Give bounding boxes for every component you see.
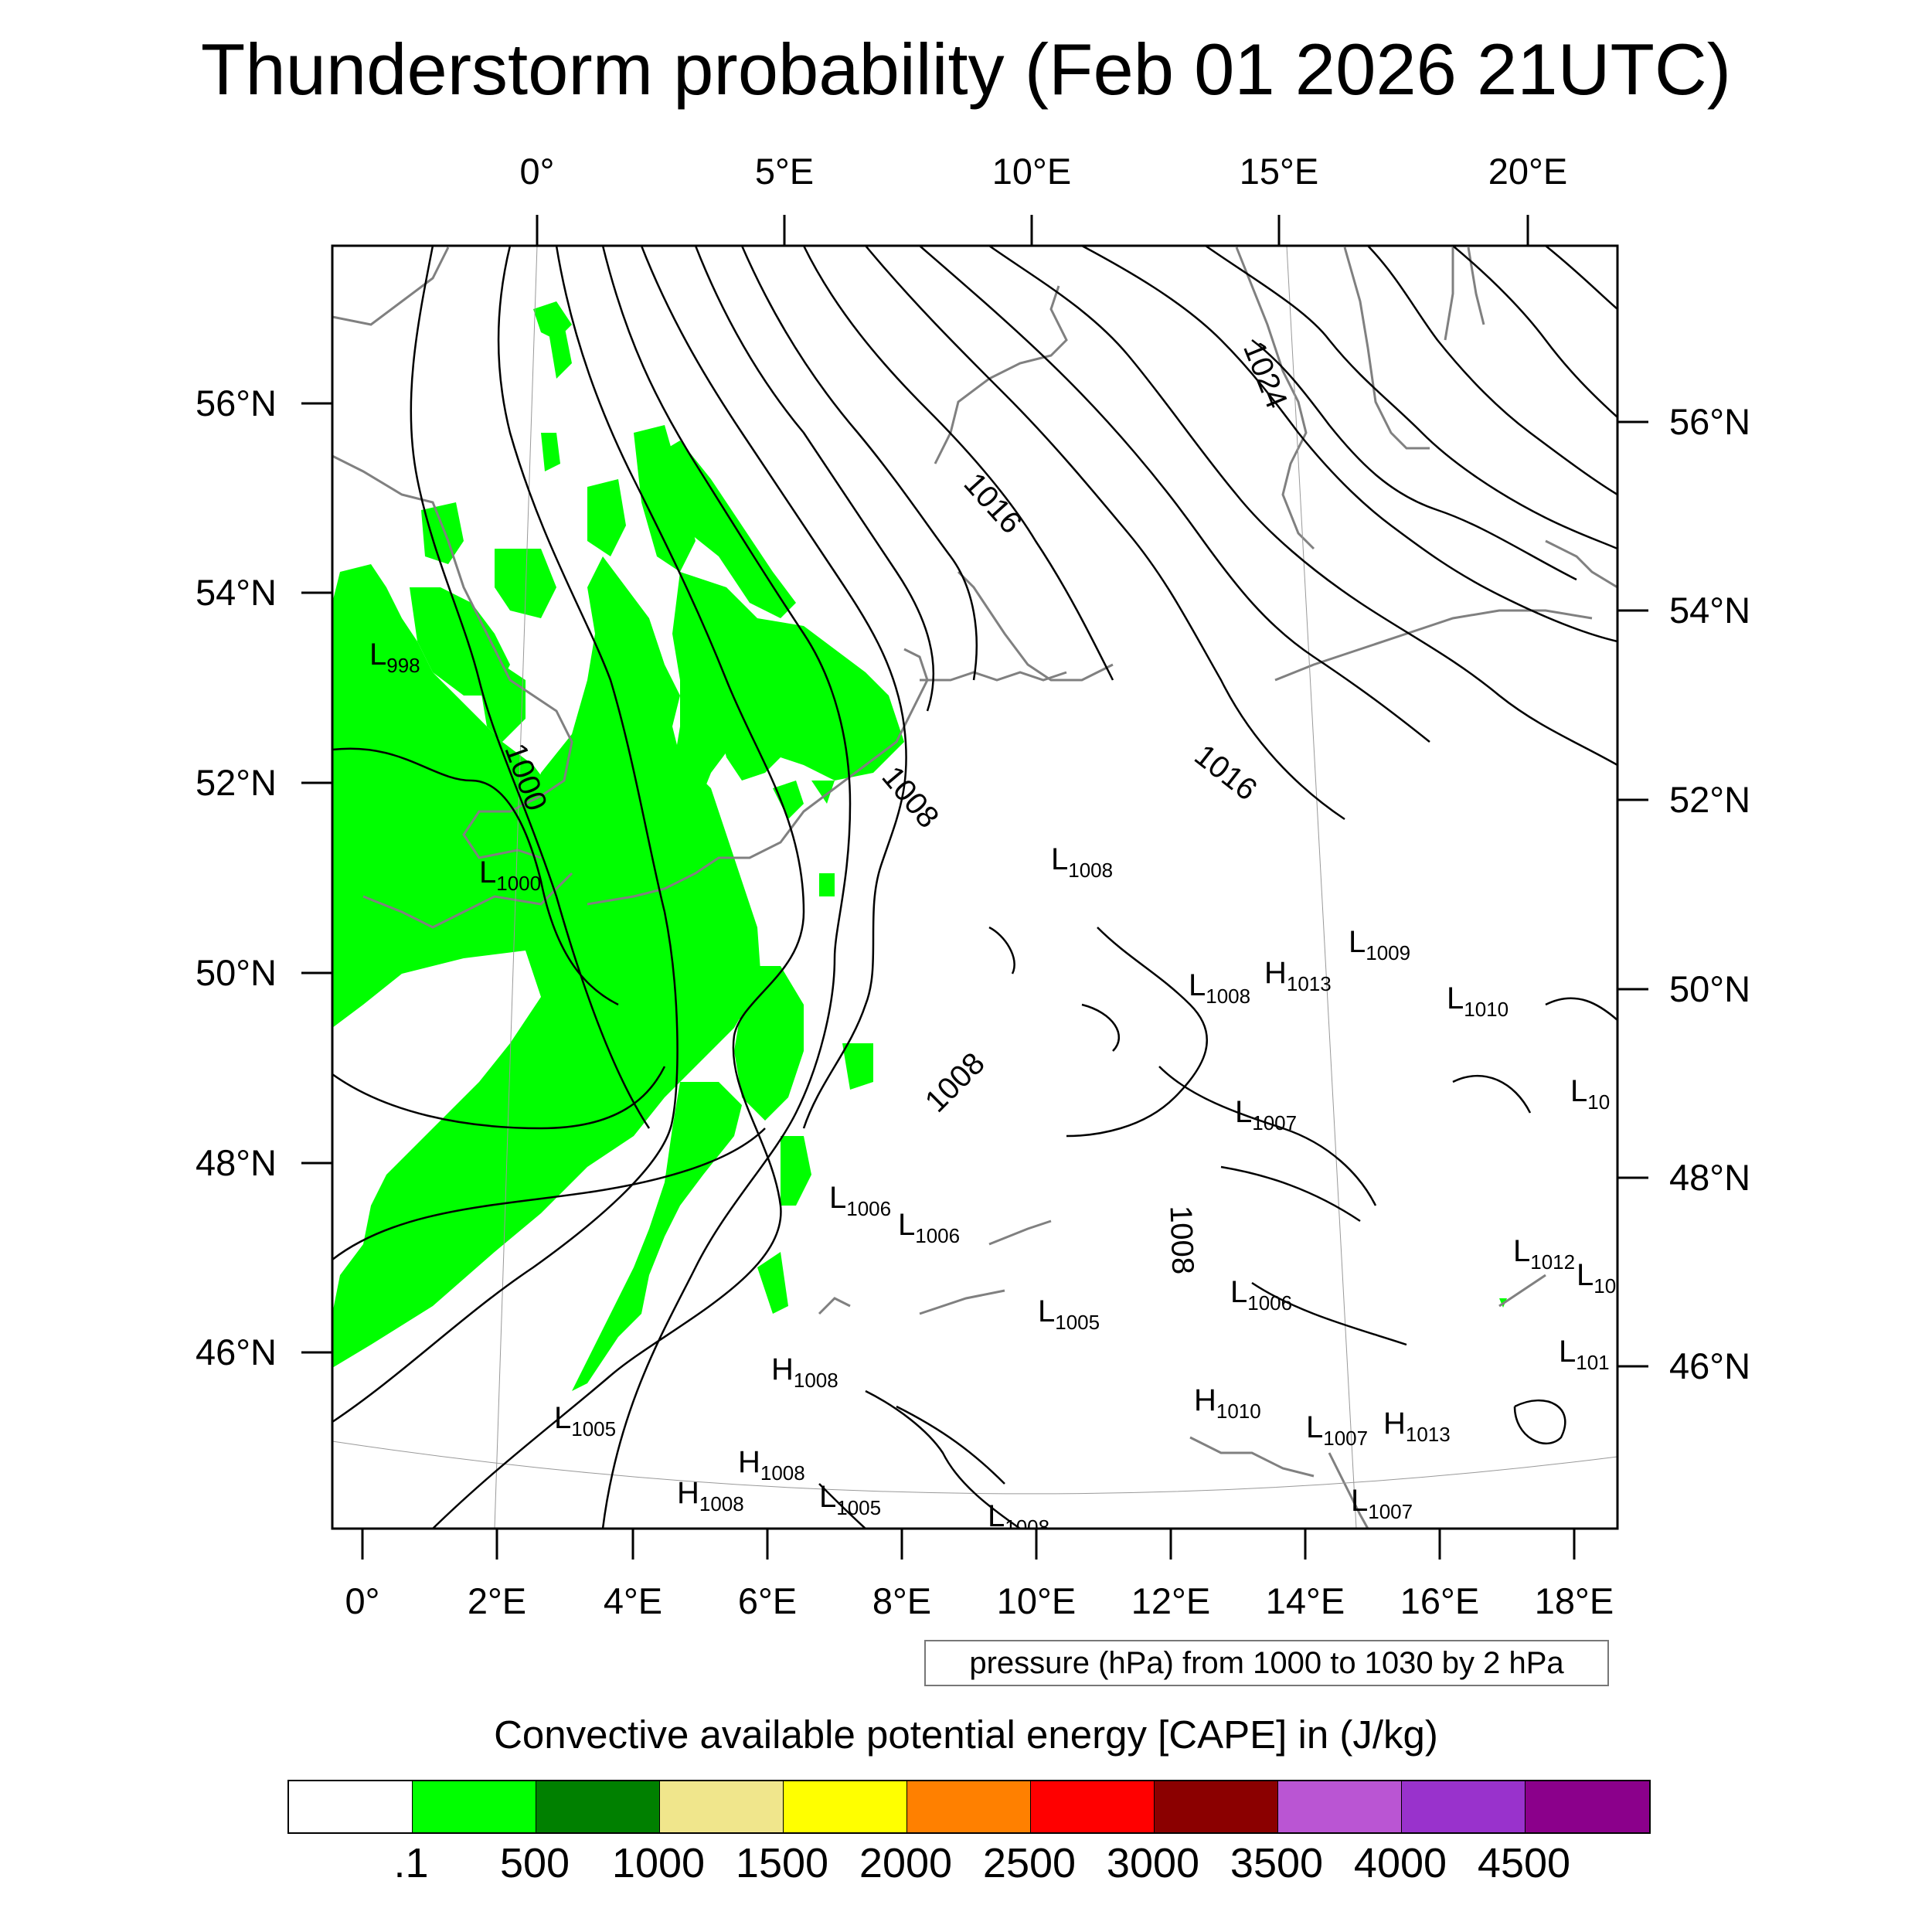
left-axis-label: 50°N	[196, 952, 277, 993]
bottom-axis-label: 4°E	[604, 1580, 662, 1621]
left-axis-label: 46°N	[196, 1332, 277, 1372]
left-axis-label: 48°N	[196, 1142, 277, 1183]
pressure-center: L10	[1570, 1074, 1610, 1114]
pressure-center: L1006	[1230, 1275, 1292, 1315]
bottom-axis-label: 16°E	[1400, 1580, 1479, 1621]
legend-swatch	[1031, 1781, 1155, 1832]
legend-swatch	[1278, 1781, 1402, 1832]
top-axis-label: 0°	[520, 151, 555, 192]
legend-swatch	[907, 1781, 1031, 1832]
pressure-center: L1006	[898, 1208, 960, 1247]
legend-label: 4500	[1477, 1840, 1571, 1886]
legend-label: 1500	[735, 1840, 829, 1886]
legend-label: 1000	[611, 1840, 706, 1886]
right-axis-label: 46°N	[1669, 1345, 1750, 1386]
right-axis-label: 50°N	[1669, 968, 1750, 1009]
right-axis-label: 52°N	[1669, 779, 1750, 820]
legend-swatch	[1155, 1781, 1278, 1832]
bottom-axis: 0° 2°E 4°E 6°E 8°E 10°E 12°E 14°E 16°E 1…	[345, 1580, 1614, 1621]
right-axis: 56°N 54°N 52°N 50°N 48°N 46°N	[1669, 401, 1750, 1386]
pressure-centers: L998 L1000 L1008 L1009 H1013 L1008 L1010…	[369, 638, 1628, 1539]
tick-marks	[301, 215, 1648, 1560]
bottom-axis-label: 10°E	[997, 1580, 1076, 1621]
top-axis-label: 20°E	[1488, 151, 1567, 192]
legend-label: 500	[499, 1840, 570, 1886]
pressure-center: H1010	[1194, 1383, 1261, 1423]
pressure-center: H1013	[1383, 1406, 1451, 1446]
cape-colorbar	[287, 1780, 1651, 1834]
legend-title: Convective available potential energy [C…	[494, 1713, 1438, 1757]
legend-label: .1	[393, 1840, 429, 1886]
legend-swatch	[413, 1781, 536, 1832]
page-title: Thunderstorm probability (Feb 01 2026 21…	[200, 29, 1732, 110]
pressure-center: L1008	[1189, 968, 1250, 1008]
pressure-center: L1008	[1051, 842, 1113, 882]
legend-swatch	[1402, 1781, 1526, 1832]
pressure-center: L1006	[829, 1181, 891, 1220]
pressure-center: L1007	[1306, 1410, 1368, 1450]
legend-swatch	[1526, 1781, 1649, 1832]
left-axis-label: 52°N	[196, 762, 277, 803]
bottom-axis-label: 6°E	[738, 1580, 797, 1621]
legend-swatch	[660, 1781, 784, 1832]
pressure-center: L998	[369, 638, 420, 677]
left-axis-label: 54°N	[196, 572, 277, 613]
pressure-center: H1013	[1264, 956, 1332, 995]
top-axis: 0° 5°E 10°E 15°E 20°E	[520, 151, 1568, 192]
isobars	[332, 246, 1617, 1529]
cape-colorbar-labels: .1 500 1000 1500 2000 2500 3000 3500 4000 4500	[0, 1839, 1932, 1893]
bottom-axis-label: 2°E	[468, 1580, 526, 1621]
pressure-center: L1007	[1235, 1095, 1297, 1134]
bottom-axis-label: 12°E	[1131, 1580, 1210, 1621]
top-axis-label: 10°E	[992, 151, 1071, 192]
pressure-center: L101	[1577, 1258, 1628, 1298]
bottom-axis-label: 18°E	[1535, 1580, 1614, 1621]
pressure-center: H1008	[738, 1445, 805, 1485]
legend-label: 3500	[1230, 1840, 1324, 1886]
legend-swatch	[536, 1781, 660, 1832]
bottom-axis-label: 8°E	[872, 1580, 931, 1621]
cape-shading	[332, 301, 1507, 1529]
pressure-center: L1007	[1351, 1484, 1413, 1523]
pressure-center: L101	[1559, 1335, 1610, 1374]
pressure-center: L1005	[819, 1480, 881, 1519]
pressure-center: L1012	[1513, 1234, 1575, 1274]
legend-label: 3000	[1106, 1840, 1200, 1886]
top-axis-label: 5°E	[755, 151, 814, 192]
pressure-center: L1005	[1038, 1294, 1100, 1334]
pressure-center: L1000	[479, 855, 541, 895]
legend-swatch	[784, 1781, 907, 1832]
pressure-info-box: pressure (hPa) from 1000 to 1030 by 2 hP…	[924, 1640, 1609, 1686]
top-axis-label: 15°E	[1240, 151, 1318, 192]
pressure-center: L1008	[988, 1499, 1049, 1539]
right-axis-label: 54°N	[1669, 590, 1750, 631]
map-frame	[331, 244, 1619, 1530]
legend-swatch	[289, 1781, 413, 1832]
isobar-label: 1008	[1163, 1205, 1199, 1274]
coastlines	[332, 247, 1617, 1529]
legend-label: 2500	[982, 1840, 1077, 1886]
pressure-center: H1008	[771, 1352, 838, 1392]
left-axis: 56°N 54°N 52°N 50°N 48°N 46°N	[196, 383, 277, 1372]
pressure-center: L1010	[1447, 981, 1509, 1021]
legend-label: 4000	[1353, 1840, 1447, 1886]
left-axis-label: 56°N	[196, 383, 277, 423]
pressure-center: H1008	[677, 1476, 744, 1515]
bottom-axis-label: 0°	[345, 1580, 380, 1621]
pressure-center: L1009	[1349, 925, 1410, 964]
map-content	[332, 246, 1617, 1529]
right-axis-label: 48°N	[1669, 1157, 1750, 1198]
pressure-center: L1005	[554, 1401, 616, 1440]
legend-label: 2000	[859, 1840, 953, 1886]
right-axis-label: 56°N	[1669, 401, 1750, 442]
bottom-axis-label: 14°E	[1266, 1580, 1345, 1621]
